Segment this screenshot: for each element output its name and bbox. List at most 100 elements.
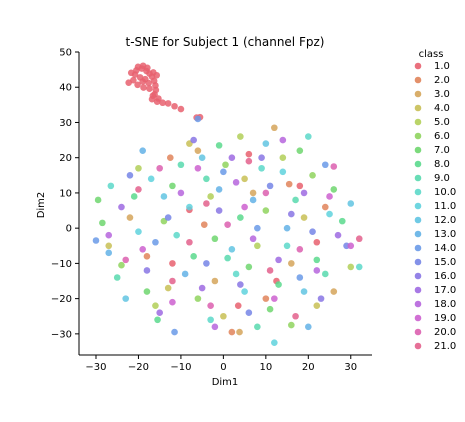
- data-point: [134, 81, 141, 89]
- data-point: [271, 339, 278, 346]
- data-point: [355, 263, 363, 271]
- data-point: [321, 203, 329, 211]
- data-point: [245, 150, 253, 158]
- y-tick-label: −10: [51, 259, 72, 270]
- data-point: [275, 256, 282, 264]
- data-point: [169, 260, 176, 267]
- legend-marker: [414, 230, 422, 238]
- data-point: [285, 180, 293, 188]
- data-point: [228, 154, 236, 161]
- data-point: [305, 133, 312, 140]
- legend-label: 2.0: [434, 75, 450, 86]
- legend-marker: [414, 76, 422, 84]
- data-point: [279, 154, 287, 161]
- data-point: [309, 228, 316, 235]
- legend-label: 17.0: [434, 285, 456, 296]
- data-point: [245, 309, 253, 317]
- data-point: [347, 263, 355, 271]
- data-point: [241, 175, 248, 183]
- data-point: [275, 281, 282, 288]
- data-point: [271, 124, 278, 132]
- data-point: [105, 249, 113, 257]
- legend: class 1.0 2.0 3.0 4.0 5.0 6.0 7.0 8.0 9.0 10.0 11.…: [414, 49, 456, 352]
- y-tick-label: 0: [66, 224, 72, 235]
- data-point: [313, 256, 321, 264]
- data-point: [177, 189, 185, 197]
- data-point: [234, 302, 242, 309]
- data-point: [207, 302, 214, 309]
- data-point: [305, 323, 312, 331]
- data-point: [224, 254, 231, 262]
- data-point: [271, 295, 278, 302]
- data-point: [118, 261, 125, 269]
- data-point: [140, 84, 147, 91]
- data-point: [152, 238, 159, 246]
- data-point: [296, 246, 304, 253]
- data-point: [118, 203, 125, 211]
- data-point: [107, 182, 115, 190]
- data-point: [143, 267, 151, 274]
- data-point: [266, 267, 274, 274]
- data-point: [149, 92, 157, 99]
- data-point: [266, 305, 274, 313]
- legend-title: class: [419, 49, 444, 60]
- data-point: [169, 182, 176, 190]
- data-point: [166, 154, 174, 161]
- data-point: [283, 242, 291, 250]
- data-point: [309, 172, 316, 179]
- data-point: [139, 78, 146, 85]
- data-point: [330, 186, 338, 193]
- data-point: [130, 193, 138, 200]
- legend-marker: [414, 300, 422, 308]
- data-point: [330, 163, 338, 170]
- data-point: [262, 207, 270, 214]
- data-point: [134, 63, 142, 71]
- legend-label: 5.0: [434, 117, 450, 128]
- data-point: [313, 302, 321, 309]
- legend-marker: [414, 342, 422, 350]
- data-point: [198, 154, 206, 161]
- data-point: [330, 288, 338, 295]
- data-point: [207, 316, 214, 324]
- data-point: [228, 246, 236, 253]
- data-point: [288, 210, 295, 218]
- data-point: [153, 71, 161, 79]
- data-point: [313, 267, 321, 274]
- data-point: [164, 214, 172, 221]
- data-point: [224, 221, 231, 228]
- data-point: [317, 295, 325, 302]
- data-point: [283, 224, 291, 232]
- legend-marker: [414, 272, 422, 280]
- data-point: [135, 164, 142, 172]
- data-point: [288, 260, 295, 267]
- data-point: [186, 203, 193, 211]
- data-point: [232, 179, 240, 186]
- data-point: [266, 182, 274, 190]
- data-point: [186, 238, 193, 246]
- data-point: [139, 246, 146, 253]
- data-point: [147, 175, 155, 183]
- data-point: [135, 228, 142, 235]
- data-point: [146, 85, 153, 92]
- data-point: [143, 288, 151, 295]
- data-point: [292, 196, 299, 204]
- data-point: [249, 235, 257, 243]
- legend-marker: [414, 62, 422, 70]
- x-tick-label: 0: [220, 362, 226, 373]
- x-ticks: −30 −20 −10 0 10 20 30: [85, 355, 357, 373]
- data-point: [300, 214, 308, 221]
- legend-label: 14.0: [434, 243, 456, 254]
- data-point: [154, 316, 161, 324]
- data-points: [92, 62, 363, 346]
- data-point: [326, 193, 333, 200]
- data-point: [203, 200, 210, 207]
- data-point: [237, 133, 244, 140]
- data-point: [135, 186, 142, 193]
- data-point: [156, 164, 163, 172]
- x-tick-label: 30: [344, 362, 357, 373]
- data-point: [94, 196, 102, 204]
- legend-label: 6.0: [434, 131, 450, 142]
- legend-marker: [414, 90, 422, 98]
- data-point: [113, 274, 121, 281]
- data-point: [258, 154, 265, 161]
